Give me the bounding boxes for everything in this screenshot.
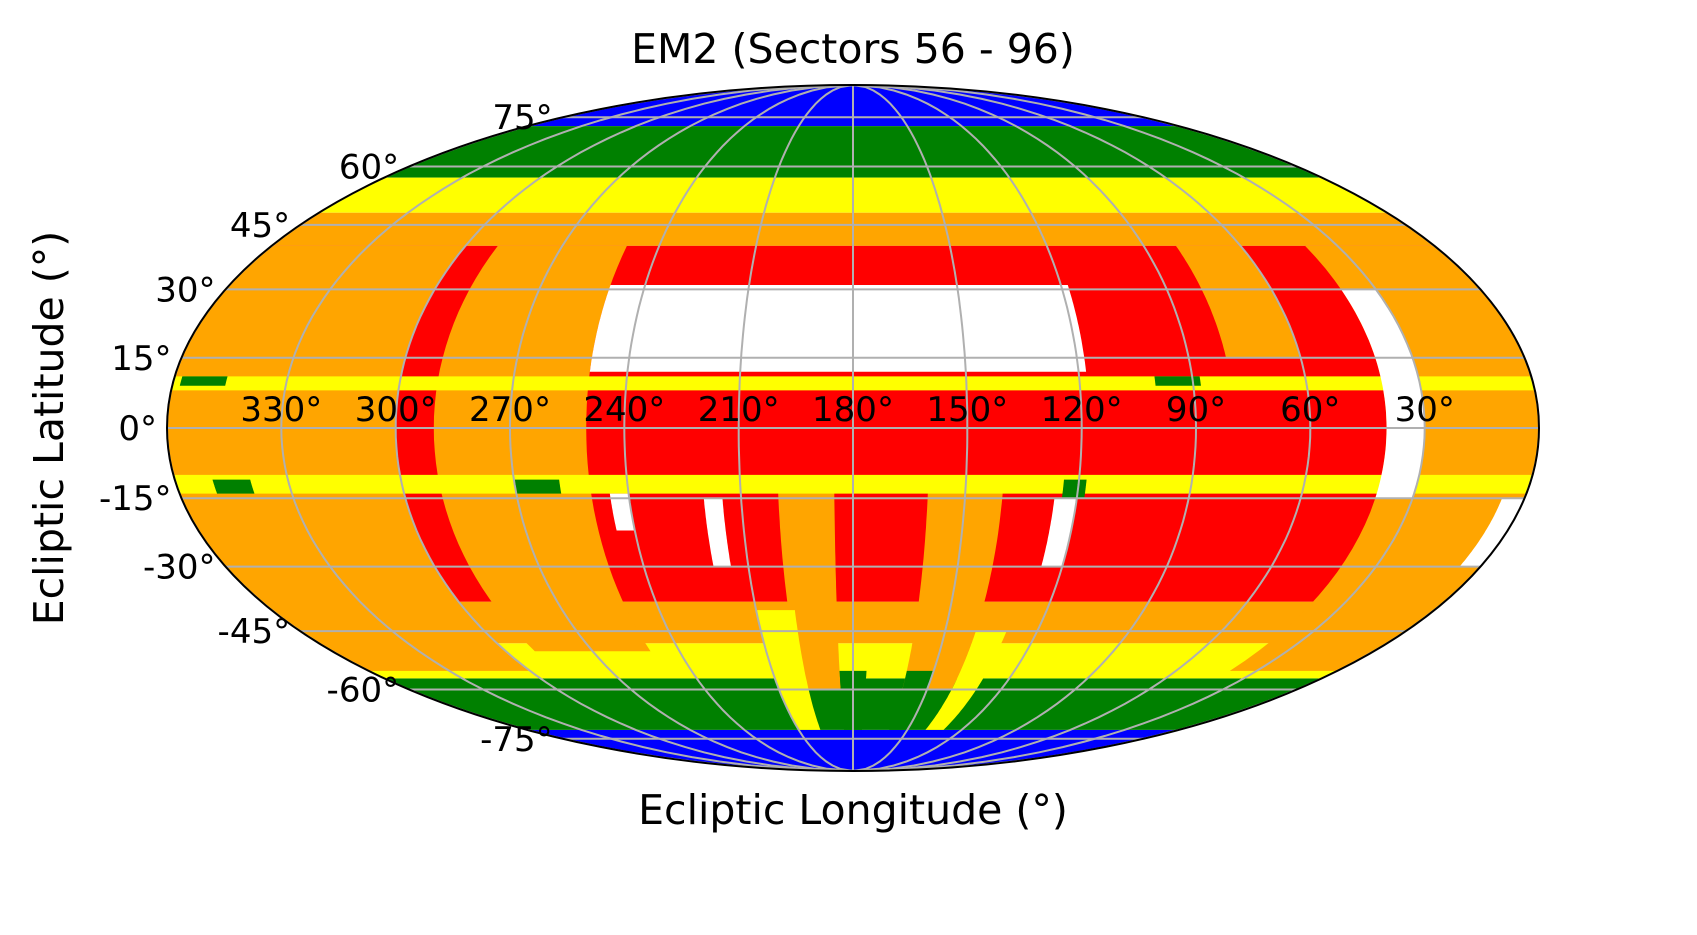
coverage-region-green-22: [179, 376, 228, 386]
coverage-region-green-26: [1061, 479, 1087, 499]
x-tick-label-330: 330°: [240, 390, 322, 430]
coverage-region-yellow-16: [925, 631, 1007, 730]
x-tick-label-180: 180°: [812, 390, 894, 430]
chart-title: EM2 (Sectors 56 - 96): [631, 25, 1075, 73]
coverage-region-white-28: [1041, 498, 1077, 567]
coverage-region-orange-14: [1175, 245, 1301, 358]
x-tick-label-120: 120°: [1041, 390, 1123, 430]
y-tick-label--45: -45°: [218, 612, 291, 652]
x-tick-label-30: 30°: [1395, 390, 1455, 430]
coverage-region-white-19: [589, 285, 1087, 372]
coverage-region-green-23: [1154, 376, 1201, 386]
x-tick-label-240: 240°: [583, 390, 665, 430]
coverage-region-white-27: [1341, 289, 1425, 499]
x-tick-label-300: 300°: [355, 390, 437, 430]
y-tick-label-75: 75°: [492, 98, 552, 138]
coverage-region-white-30: [703, 498, 731, 567]
y-axis-label: Ecliptic Latitude (°): [25, 231, 73, 626]
y-tick-label--75: -75°: [480, 720, 553, 760]
y-tick-label-60: 60°: [339, 148, 399, 188]
y-tick-label-30: 30°: [155, 270, 215, 310]
x-tick-label-90: 90°: [1166, 390, 1226, 430]
x-tick-labels: 330° 300° 270° 240° 210° 180° 150° 120° 90° 60° 30…: [240, 390, 1454, 430]
coverage-region-yellow-15: [756, 610, 821, 730]
y-tick-label--30: -30°: [143, 548, 216, 588]
x-tick-label-150: 150°: [926, 390, 1008, 430]
graticule-grid: [167, 85, 1539, 771]
coverage-region-green-18: [889, 670, 934, 730]
y-tick-label-0: 0°: [118, 409, 157, 449]
coverage-region-orange-11: [433, 245, 651, 652]
y-tick-labels: 75° 60° 45° 30° 15° 0° -15° -30°-45° -60° -75°: [99, 98, 553, 760]
x-tick-label-210: 210°: [698, 390, 780, 430]
coverage-region-orange-13: [902, 484, 1004, 690]
x-tick-label-60: 60°: [1280, 390, 1340, 430]
coverage-region-white-31: [1459, 498, 1525, 567]
y-tick-label-15: 15°: [111, 339, 171, 379]
coverage-region-white-29: [609, 493, 635, 531]
x-tick-label-270: 270°: [469, 390, 551, 430]
coverage-region-orange-9: [167, 245, 530, 671]
map-outline: [166, 84, 1540, 772]
coverage-region-green-25: [513, 479, 562, 494]
y-tick-label-45: 45°: [230, 206, 290, 246]
y-tick-label--15: -15°: [99, 479, 172, 519]
x-axis-label: Ecliptic Longitude (°): [638, 786, 1068, 834]
coverage-region-green-24: [212, 479, 255, 494]
y-tick-label--60: -60°: [327, 671, 400, 711]
